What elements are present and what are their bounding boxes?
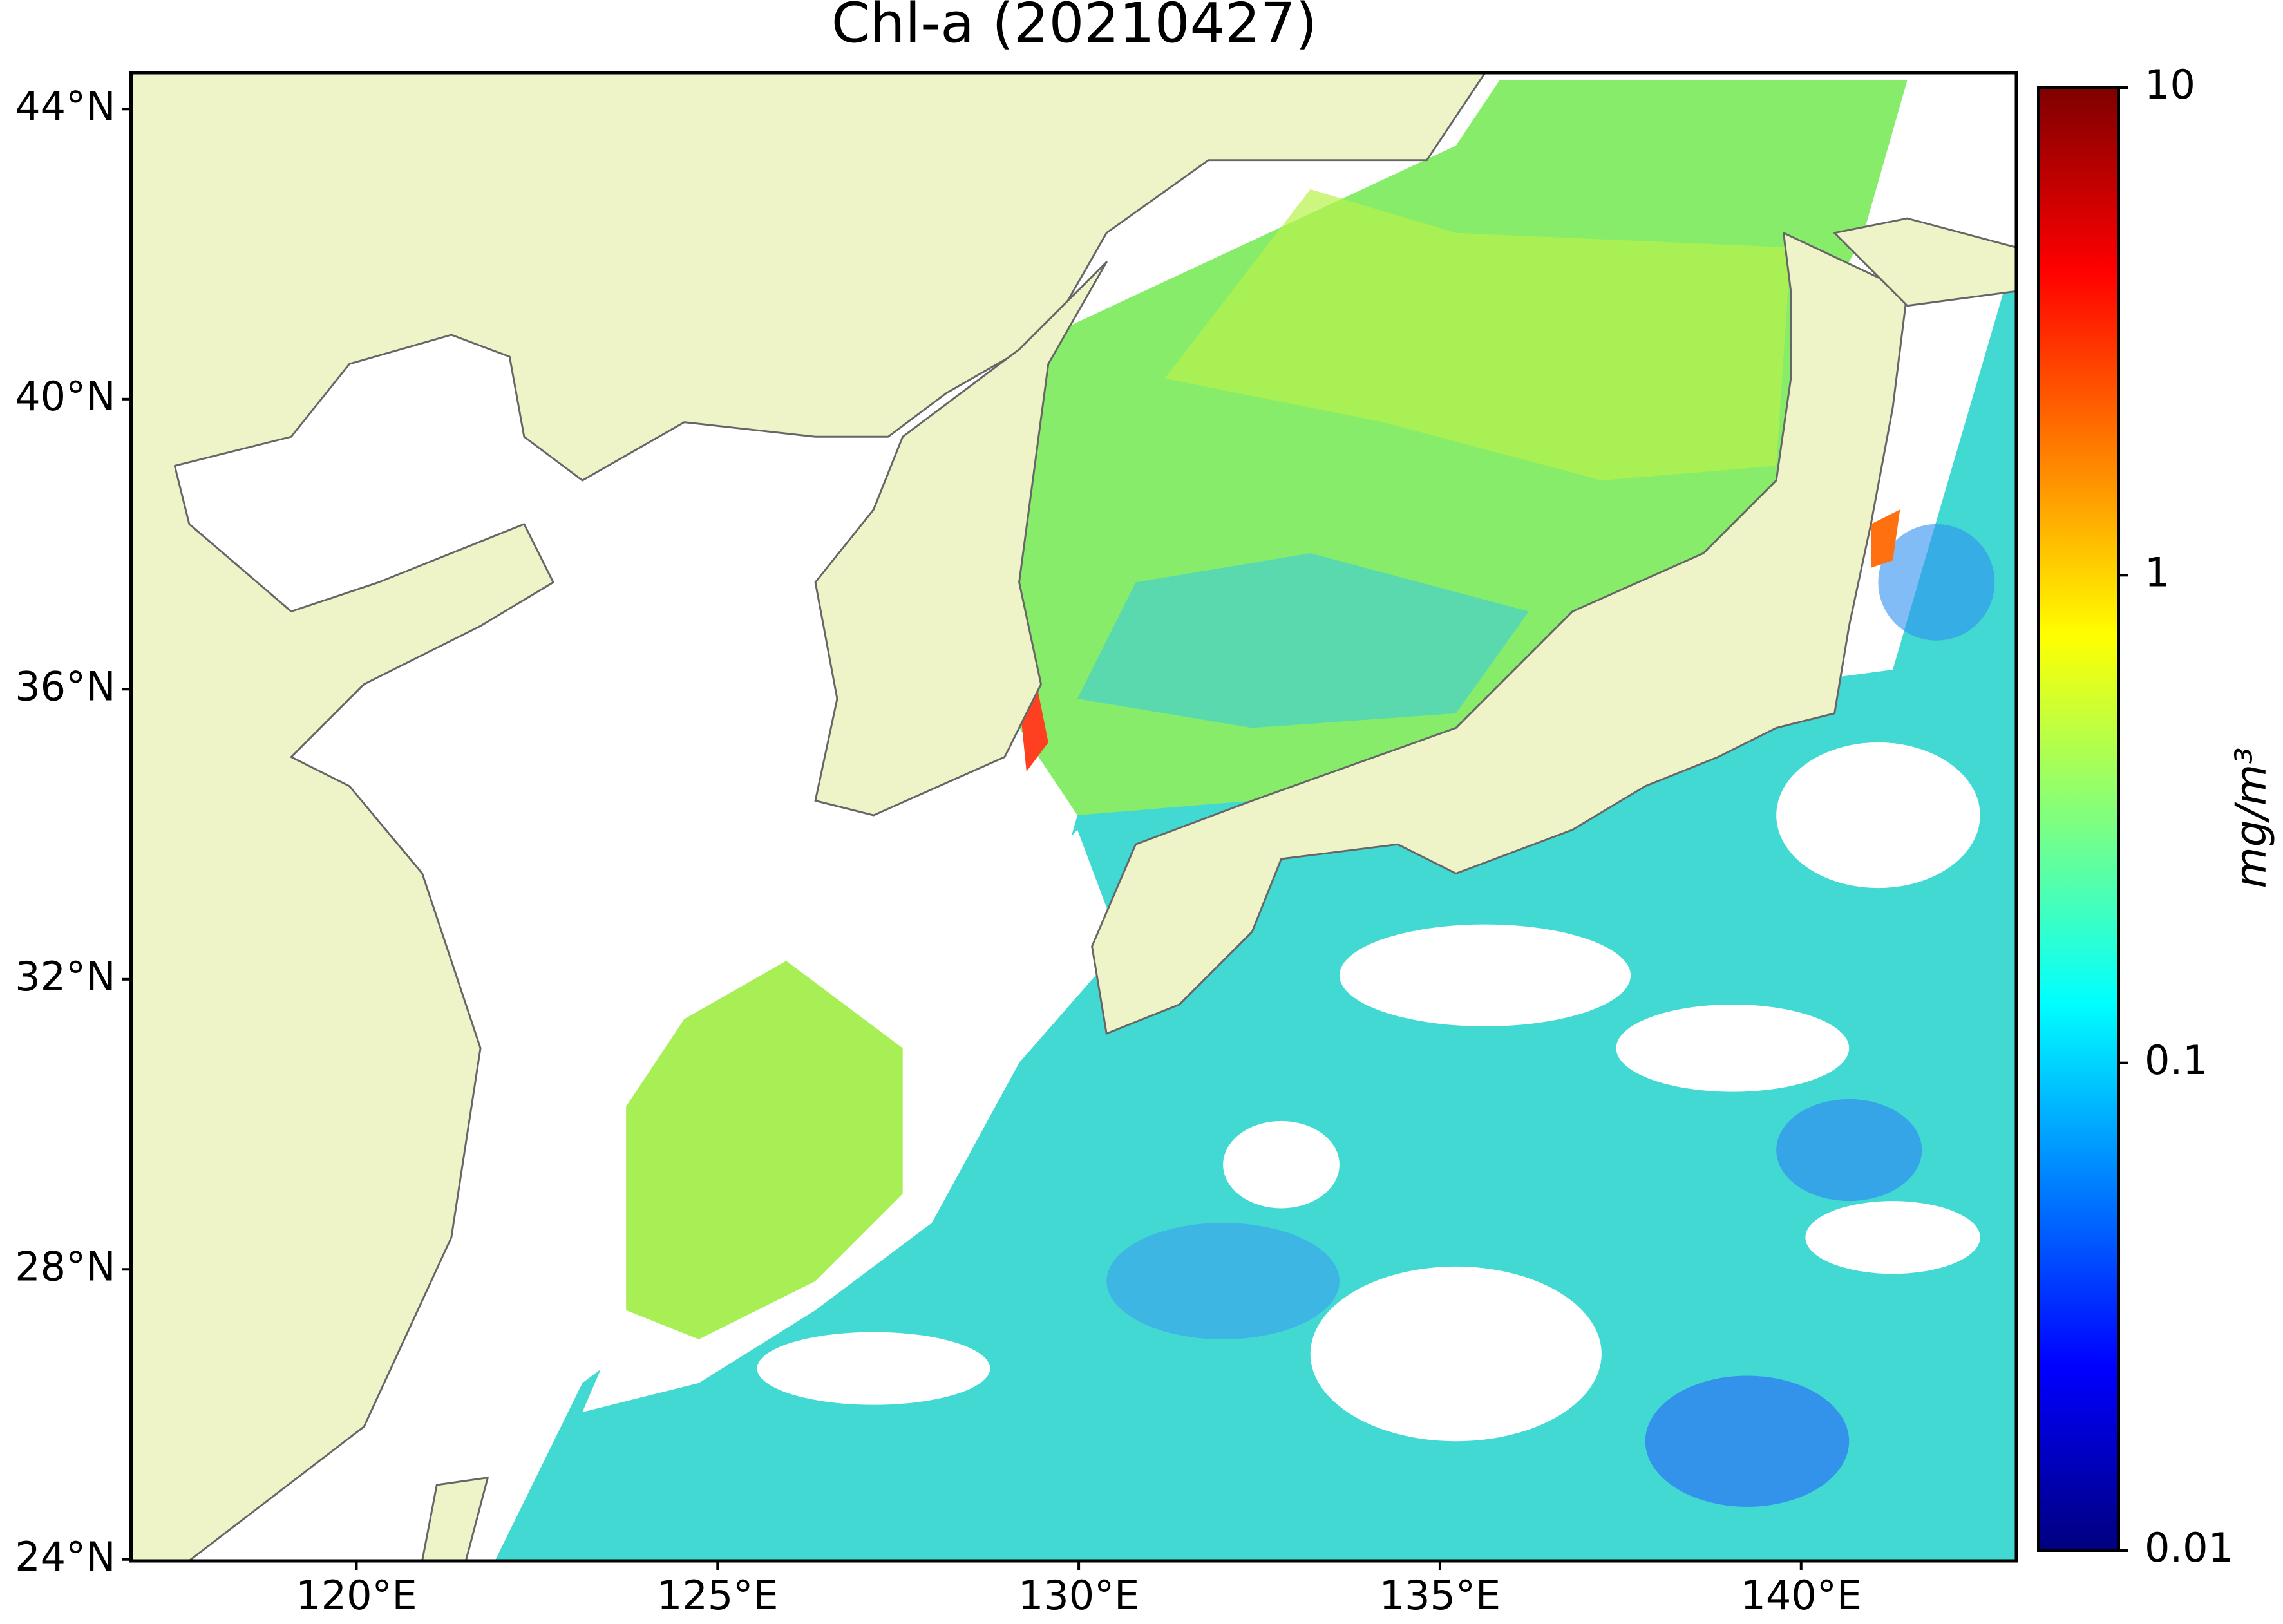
land — [131, 73, 2017, 1561]
map-imagery — [131, 73, 2017, 1561]
y-tick-label: 36°N — [15, 663, 115, 710]
y-tick-label: 24°N — [15, 1533, 115, 1580]
x-tick-label: 140°E — [1740, 1572, 1862, 1619]
x-tick-label: 130°E — [1018, 1572, 1140, 1619]
x-tick-label: 120°E — [296, 1572, 417, 1619]
y-tick-label: 44°N — [15, 82, 115, 129]
y-tick-label: 32°N — [15, 953, 115, 1000]
map-frame — [129, 71, 2018, 1563]
colorbar-tick-label: 1 — [2145, 549, 2170, 596]
map-title: Chl-a (20210427) — [831, 0, 1317, 55]
colorbar — [2037, 86, 2120, 1552]
colorbar-tick-label: 0.01 — [2145, 1524, 2233, 1571]
colorbar-tick-label: 0.1 — [2145, 1037, 2208, 1084]
x-tick-label: 125°E — [657, 1572, 779, 1619]
y-tick-label: 40°N — [15, 373, 115, 420]
x-tick-label: 135°E — [1379, 1572, 1501, 1619]
y-tick-label: 28°N — [15, 1243, 115, 1290]
colorbar-tick-label: 10 — [2145, 61, 2195, 108]
colorbar-label: mg/m³ — [2226, 747, 2276, 888]
